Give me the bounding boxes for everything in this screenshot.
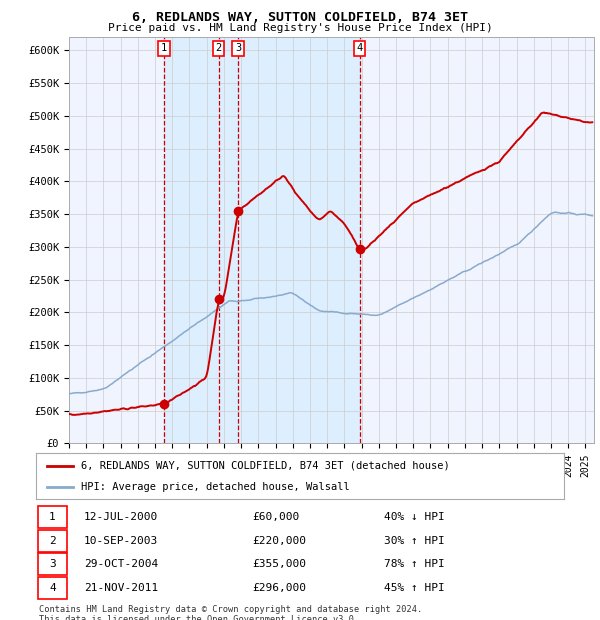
Text: 6, REDLANDS WAY, SUTTON COLDFIELD, B74 3ET (detached house): 6, REDLANDS WAY, SUTTON COLDFIELD, B74 3… <box>81 461 449 471</box>
Text: 1: 1 <box>161 43 167 53</box>
Text: £60,000: £60,000 <box>252 512 299 522</box>
Text: HPI: Average price, detached house, Walsall: HPI: Average price, detached house, Wals… <box>81 482 350 492</box>
Text: 78% ↑ HPI: 78% ↑ HPI <box>384 559 445 569</box>
Text: 29-OCT-2004: 29-OCT-2004 <box>84 559 158 569</box>
Text: 4: 4 <box>356 43 363 53</box>
Text: 6, REDLANDS WAY, SUTTON COLDFIELD, B74 3ET: 6, REDLANDS WAY, SUTTON COLDFIELD, B74 3… <box>132 11 468 24</box>
Text: 4: 4 <box>49 583 56 593</box>
Text: Contains HM Land Registry data © Crown copyright and database right 2024.
This d: Contains HM Land Registry data © Crown c… <box>39 604 422 620</box>
Text: 21-NOV-2011: 21-NOV-2011 <box>84 583 158 593</box>
Text: 45% ↑ HPI: 45% ↑ HPI <box>384 583 445 593</box>
Text: 2: 2 <box>49 536 56 546</box>
Bar <box>164 37 360 443</box>
Text: 1: 1 <box>49 512 56 522</box>
Text: 40% ↓ HPI: 40% ↓ HPI <box>384 512 445 522</box>
Text: 10-SEP-2003: 10-SEP-2003 <box>84 536 158 546</box>
Text: 3: 3 <box>235 43 241 53</box>
Text: Price paid vs. HM Land Registry's House Price Index (HPI): Price paid vs. HM Land Registry's House … <box>107 23 493 33</box>
Text: 30% ↑ HPI: 30% ↑ HPI <box>384 536 445 546</box>
Text: £220,000: £220,000 <box>252 536 306 546</box>
Text: £355,000: £355,000 <box>252 559 306 569</box>
Text: 2: 2 <box>215 43 222 53</box>
Text: £296,000: £296,000 <box>252 583 306 593</box>
Text: 3: 3 <box>49 559 56 569</box>
Text: 12-JUL-2000: 12-JUL-2000 <box>84 512 158 522</box>
